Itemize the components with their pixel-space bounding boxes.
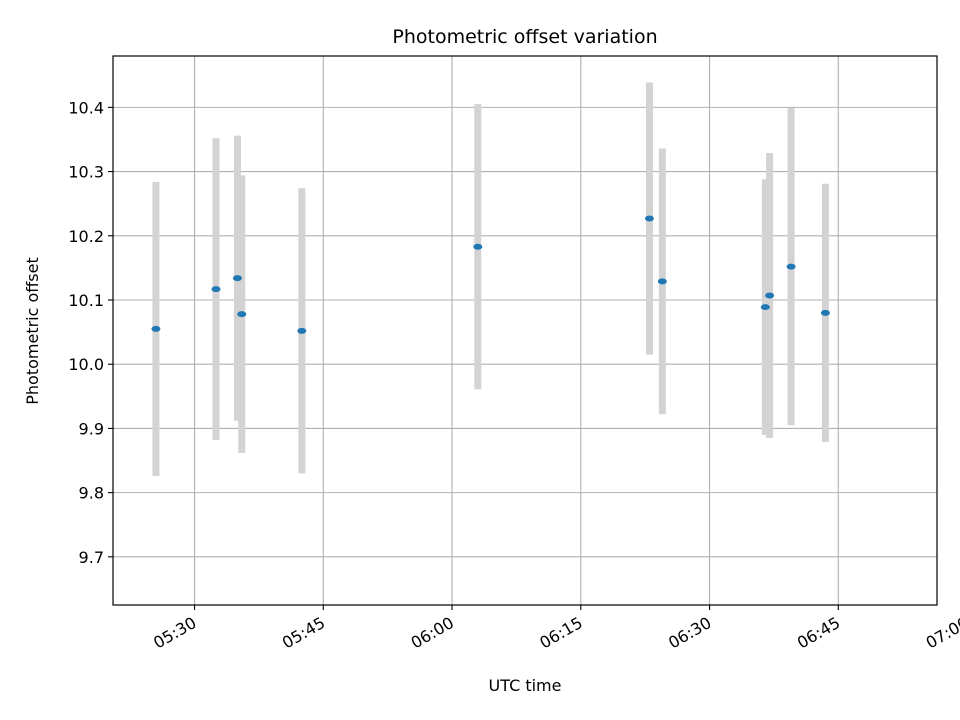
chart-title: Photometric offset variation <box>392 26 657 48</box>
data-point-0-5 <box>473 243 483 250</box>
y-tick-label-7: 10.4 <box>68 98 104 117</box>
y-axis-title: Photometric offset <box>23 257 42 405</box>
data-point-0-1 <box>211 286 221 293</box>
plot-frame <box>112 55 938 606</box>
data-point-0-10 <box>786 263 796 270</box>
grid <box>113 56 937 605</box>
data-point-0-4 <box>297 327 307 334</box>
data-point-0-2 <box>232 275 242 282</box>
y-tick-label-1: 9.8 <box>79 484 104 503</box>
data-point-0-0 <box>151 325 161 332</box>
y-tick-label-6: 10.3 <box>68 163 104 182</box>
data-point-0-8 <box>760 304 770 311</box>
y-axis-ticks: 9.7 9.8 9.9 10.0 10.1 10.2 10.3 10.4 <box>68 98 113 567</box>
data-point-0-7 <box>657 278 667 285</box>
y-tick-label-2: 9.9 <box>79 419 104 438</box>
data-point-0-9 <box>765 292 775 299</box>
data-point-0-11 <box>820 309 830 316</box>
y-tick-label-4: 10.1 <box>68 291 104 310</box>
y-tick-label-0: 9.7 <box>79 548 104 567</box>
y-tick-label-3: 10.0 <box>68 355 104 374</box>
y-tick-label-5: 10.2 <box>68 227 104 246</box>
data-points <box>151 215 830 334</box>
x-axis-title: UTC time <box>489 676 562 695</box>
data-point-0-3 <box>237 311 247 318</box>
data-point-0-6 <box>644 215 654 222</box>
